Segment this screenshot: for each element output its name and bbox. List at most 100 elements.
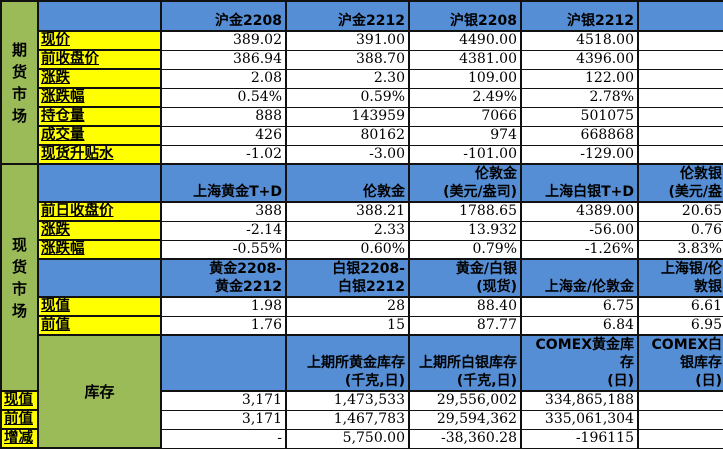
cell-value: -101.00 — [408, 144, 522, 165]
table-row: 涨跌 -2.14 2.33 13.932 -56.00 0.76 — [1, 220, 723, 241]
header-row: 现货市场 上海黄金T+D 伦敦金 伦敦金 (美元/盎司) 上海白银T+D 伦敦银 (美元/… — [0, 163, 723, 392]
header-corner — [37, 163, 162, 203]
cell-value — [637, 87, 723, 108]
cell-value: 335,061,304 — [520, 409, 639, 430]
cell-value — [637, 30, 723, 51]
row-label: 现货升贴水 — [37, 144, 162, 165]
cell-value: 1.76 — [160, 315, 287, 336]
cell-value: 6.95 — [637, 315, 723, 336]
cell-value: 2.30 — [285, 68, 410, 89]
row-label: 涨跌 — [37, 68, 162, 89]
column-header: 上海黄金T+D — [160, 163, 287, 203]
row-label: 前日收盘价 — [37, 201, 162, 222]
table-row: 现值 1.98 28 88.40 6.75 6.61 — [1, 296, 723, 317]
column-header — [637, 0, 723, 32]
cell-value: 88.40 — [408, 296, 522, 317]
header-row: 期货市场 沪金2208 沪金2212 沪银2208 沪银2212 — [0, 0, 723, 165]
cell-value: 2.08 — [160, 68, 287, 89]
table-row: 持仓量 888 143959 7066 501075 — [1, 106, 723, 127]
header-row: 黄金2208- 黄金2212 白银2208- 白银2212 黄金/白银 (现货) 上海… — [1, 258, 723, 298]
cell-value: -2.14 — [160, 220, 287, 241]
table-row: 现价 389.02 391.00 4490.00 4518.00 — [1, 30, 723, 51]
cell-value: 109.00 — [408, 68, 522, 89]
column-header: 上期所白银库存 (千克,日) — [408, 334, 522, 392]
column-header: 上海金/伦敦金 — [520, 258, 639, 298]
cell-value: 0.60% — [285, 239, 410, 260]
cell-value: 388.21 — [285, 201, 410, 222]
table-row: 现值 3,171 1,473,533 29,556,002 334,865,188 — [0, 390, 723, 411]
cell-value: 5,750.00 — [285, 428, 410, 449]
cell-value: 4381.00 — [408, 49, 522, 70]
cell-value: 28 — [285, 296, 410, 317]
cell-value: -129.00 — [520, 144, 639, 165]
header-corner — [160, 334, 287, 392]
column-header: 黄金/白银 (现货) — [408, 258, 522, 298]
cell-value — [637, 144, 723, 165]
cell-value — [637, 390, 723, 411]
table-row: 成交量 426 80162 974 668868 — [1, 125, 723, 146]
cell-value: 7066 — [408, 106, 522, 127]
cell-value: 1.98 — [160, 296, 287, 317]
header-corner — [37, 0, 162, 32]
cell-value: 29,556,002 — [408, 390, 522, 411]
cell-value: 122.00 — [520, 68, 639, 89]
cell-value: 426 — [160, 125, 287, 146]
header-row: 库存 上期所黄金库存 (千克,日) 上期所白银库存 (千克,日) COMEX黄金库存 … — [1, 334, 723, 449]
row-label: 涨跌幅 — [37, 239, 162, 260]
column-header: 沪金2208 — [160, 0, 287, 32]
cell-value: 668868 — [520, 125, 639, 146]
cell-value: 143959 — [285, 106, 410, 127]
section-label: 现货市场 — [0, 163, 39, 392]
cell-value: -3.00 — [285, 144, 410, 165]
cell-value: 29,594,362 — [408, 409, 522, 430]
cell-value: 388.70 — [285, 49, 410, 70]
row-label: 前值 — [37, 315, 162, 336]
row-label: 涨跌 — [37, 220, 162, 241]
cell-value: 80162 — [285, 125, 410, 146]
table-row: 前收盘价 386.94 388.70 4381.00 4396.00 — [1, 49, 723, 70]
column-header: 上海白银T+D — [520, 163, 639, 203]
cell-value: 1788.65 — [408, 201, 522, 222]
cell-value: 6.75 — [520, 296, 639, 317]
table-row: 增减 -5,750.00 -38,360.28 -196115 — [0, 428, 723, 449]
cell-value: 386.94 — [160, 49, 287, 70]
cell-value — [637, 125, 723, 146]
cell-value: 87.77 — [408, 315, 522, 336]
column-header: 上期所黄金库存 (千克,日) — [285, 334, 410, 392]
cell-value — [637, 49, 723, 70]
table-row: 涨跌幅 0.54% 0.59% 2.49% 2.78% — [1, 87, 723, 108]
cell-value: -1.26% — [520, 239, 639, 260]
column-header: 上海银/伦 敦银 — [637, 258, 723, 298]
cell-value: 1,473,533 — [285, 390, 410, 411]
cell-value: -0.55% — [160, 239, 287, 260]
row-label: 现值 — [37, 296, 162, 317]
column-header: 伦敦金 (美元/盎司) — [408, 163, 522, 203]
section-label: 期货市场 — [0, 0, 39, 165]
row-label: 涨跌幅 — [37, 87, 162, 108]
row-label: 现值 — [0, 390, 39, 411]
cell-value: 4490.00 — [408, 30, 522, 51]
cell-value: -38,360.28 — [408, 428, 522, 449]
column-header: 沪金2212 — [285, 0, 410, 32]
table-row: 前值 1.76 15 87.77 6.84 6.95 — [1, 315, 723, 336]
cell-value: 3,171 — [160, 390, 287, 411]
column-header: COMEX白银库存 (日) — [637, 334, 723, 392]
table-row: 前日收盘价 388 388.21 1788.65 4389.00 20.65 — [1, 201, 723, 222]
section-label: 库存 — [37, 334, 162, 449]
row-label: 成交量 — [37, 125, 162, 146]
cell-value: 974 — [408, 125, 522, 146]
cell-value — [637, 409, 723, 430]
table-row: 涨跌 2.08 2.30 109.00 122.00 — [1, 68, 723, 89]
cell-value: -56.00 — [520, 220, 639, 241]
row-label: 前值 — [0, 409, 39, 430]
cell-value: -1.02 — [160, 144, 287, 165]
cell-value — [637, 106, 723, 127]
column-header: COMEX黄金库存 (日) — [520, 334, 639, 392]
row-label: 前收盘价 — [37, 49, 162, 70]
cell-value: 389.02 — [160, 30, 287, 51]
cell-value: 4389.00 — [520, 201, 639, 222]
cell-value: 0.59% — [285, 87, 410, 108]
cell-value: 2.33 — [285, 220, 410, 241]
cell-value: 6.84 — [520, 315, 639, 336]
